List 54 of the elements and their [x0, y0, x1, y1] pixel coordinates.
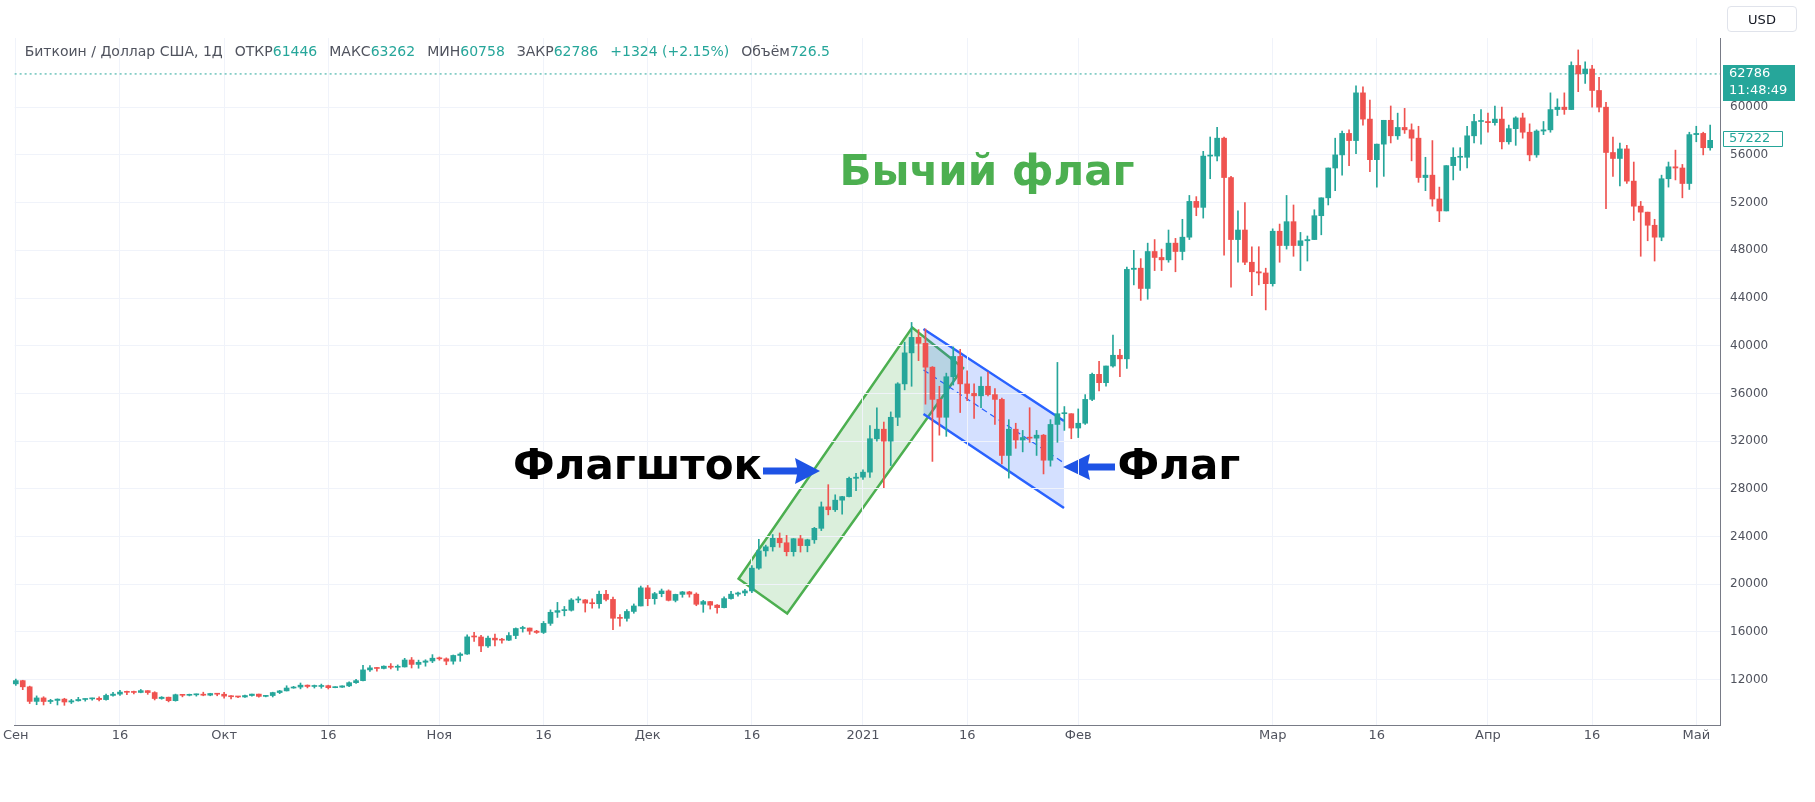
text: 11:48:49: [1729, 82, 1788, 98]
x-tick-label: 16: [1368, 727, 1386, 743]
x-tick-label: 16: [111, 727, 129, 743]
y-tick-label: 60000: [1730, 99, 1769, 114]
chart-title: Биткоин / Доллар США, 1Д: [24, 42, 223, 59]
x-tick-label: 16: [320, 727, 337, 743]
y-tick-label: 20000: [1730, 576, 1769, 591]
candlestick: [825, 484, 832, 516]
candlestick: [1485, 112, 1491, 133]
ref-line-label: 62786: [1729, 65, 1771, 81]
candlestick: [1492, 105, 1498, 126]
annotation: Флагшток: [512, 439, 762, 489]
candlestick: [1019, 430, 1026, 453]
candlestick: [1346, 129, 1352, 166]
x-tick-label: Окт: [211, 727, 238, 743]
y-tick-label: 24000: [1730, 528, 1769, 543]
x-tick-label: Сен: [3, 727, 29, 743]
annotation: МИН60758: [427, 42, 505, 59]
y-tick-label: 48000: [1730, 242, 1769, 257]
y-tick-label: 28000: [1730, 480, 1769, 495]
y-tick-label: 52000: [1730, 194, 1769, 209]
y-tick-label: 40000: [1730, 337, 1769, 352]
y-tick-label: 36000: [1730, 385, 1769, 400]
x-tick-label: 16: [535, 727, 552, 743]
annotation: Флаг: [1117, 439, 1241, 489]
candlestick: [1617, 142, 1623, 187]
x-tick-label: 16: [743, 727, 761, 743]
x-tick-label: Мар: [1258, 727, 1287, 743]
x-tick-label: Фев: [1064, 727, 1092, 743]
annotation: +1324 (+2.15%): [610, 42, 730, 59]
text: USD: [1727, 6, 1797, 32]
candlestick: [1575, 49, 1582, 92]
x-tick-label: 16: [1583, 727, 1601, 743]
x-tick-label: 2021: [846, 727, 880, 743]
annotation: МАКС63262: [329, 42, 416, 59]
y-tick-label: 44000: [1730, 290, 1769, 305]
x-tick-label: Дек: [634, 727, 661, 743]
annotation: Бычий флаг: [839, 145, 1135, 195]
y-tick-label: 16000: [1730, 624, 1769, 639]
candlestick: [1332, 137, 1339, 191]
annotation: Объём726.5: [741, 42, 831, 59]
y-tick-label: 56000: [1730, 147, 1769, 162]
x-tick-label: Апр: [1475, 727, 1501, 743]
x-tick-label: Ноя: [426, 727, 453, 743]
text: 57222: [1729, 130, 1771, 146]
y-tick-label: 32000: [1730, 433, 1769, 448]
x-tick-label: 16: [958, 727, 976, 743]
annotation: ЗАКР62786: [516, 42, 599, 59]
candlestick: [1235, 210, 1241, 263]
candlestick: [880, 421, 887, 488]
annotation: ОТКР61446: [234, 42, 318, 59]
x-tick-label: Май: [1682, 727, 1711, 743]
y-tick-label: 12000: [1730, 671, 1769, 686]
candlestick: [1117, 348, 1123, 378]
